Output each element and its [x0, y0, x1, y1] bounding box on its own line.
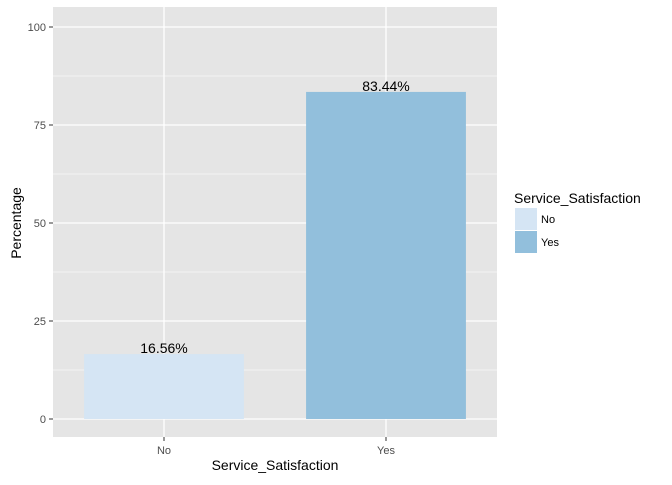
legend-label-no: No [541, 214, 555, 226]
x-tick-label: No [157, 445, 171, 457]
x-axis-title: Service_Satisfaction [212, 457, 339, 473]
y-tick-label: 75 [34, 120, 46, 132]
data-label-yes: 83.44% [362, 78, 409, 94]
data-labels: 16.56% 83.44% [140, 78, 409, 356]
legend-label-yes: Yes [541, 237, 559, 249]
bar-yes [306, 91, 466, 420]
axes: 0 25 50 75 100 No Yes [28, 22, 396, 457]
x-tick-label: Yes [377, 445, 395, 457]
y-tick-label: 100 [28, 22, 46, 34]
bar-no [84, 354, 244, 419]
y-tick-label: 50 [34, 218, 46, 230]
legend-key-yes [515, 231, 537, 253]
legend-title: Service_Satisfaction [514, 190, 641, 206]
y-axis-title: Percentage [8, 187, 24, 259]
legend-key-no [515, 208, 537, 230]
data-label-no: 16.56% [140, 340, 187, 356]
legend: Service_Satisfaction No Yes [514, 190, 641, 253]
y-tick-label: 0 [40, 414, 46, 426]
bars [84, 91, 466, 420]
y-tick-label: 25 [34, 316, 46, 328]
